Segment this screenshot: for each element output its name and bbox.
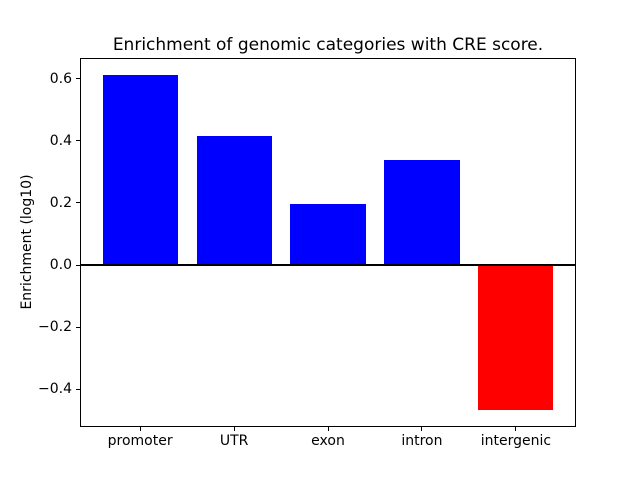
x-tick-label-promoter: promoter [107,433,173,449]
y-tick [76,140,80,142]
x-tick [515,427,517,431]
zero-line [81,264,575,266]
y-tick-label: −0.2 [38,319,72,336]
x-tick [233,427,235,431]
y-tick-label: 0.0 [49,257,72,273]
y-tick [76,78,80,80]
bar-UTR [196,135,272,265]
x-tick [327,427,329,431]
x-tick-label-UTR: UTR [219,433,249,449]
x-tick [421,427,423,431]
x-tick-label-intergenic: intergenic [480,433,552,449]
y-tick [76,388,80,390]
y-tick-label: 0.4 [49,132,72,149]
bar-intergenic [478,265,554,411]
y-tick-label: 0.6 [49,70,72,87]
bar-intron [384,159,460,265]
y-tick-label: 0.2 [49,194,72,211]
y-tick [76,202,80,204]
chart-title: Enrichment of genomic categories with CR… [112,35,544,55]
x-tick-label-exon: exon [311,433,345,449]
y-tick-label: −0.4 [38,381,72,398]
y-tick [76,326,80,328]
y-axis-label: Enrichment (log10) [19,174,35,310]
x-tick-label-intron: intron [401,433,443,449]
bar-promoter [102,74,178,265]
bar-exon [290,203,366,265]
x-tick [139,427,141,431]
y-tick [76,264,80,266]
